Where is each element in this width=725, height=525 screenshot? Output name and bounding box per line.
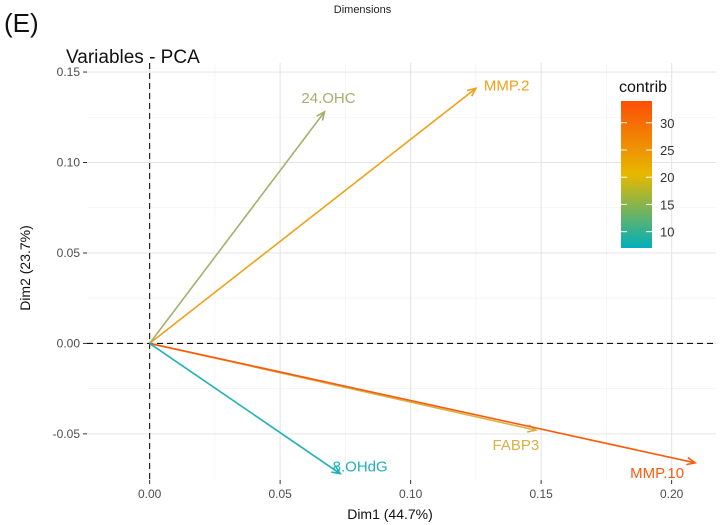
arrow-head (316, 110, 326, 121)
panel-label: (E) (4, 8, 39, 38)
axes: 0.00 0.05 0.10 0.15 0.20 -0.05 0.00 0.05 0.10 0.1… (53, 65, 684, 501)
caption-dimensions: Dimensions (333, 4, 392, 16)
y-tick-label: 0.05 (57, 246, 81, 260)
legend-title: contrib (619, 79, 667, 96)
legend-tick-label: 20 (660, 170, 674, 185)
x-tick-label: 0.20 (660, 487, 684, 501)
legend-tick-label: 30 (660, 116, 674, 131)
arrow-mmp-2: MMP.2 (149, 77, 530, 345)
cut-caption-line: … (0, 0, 725, 4)
arrow-shaft (149, 87, 477, 345)
y-axis-label: Dim2 (23.7%) (17, 225, 33, 311)
variable-label: FABP3 (493, 437, 540, 454)
legend-tick-label: 15 (660, 197, 674, 212)
variable-label: 8.OHdG (333, 459, 388, 476)
chart-title: Variables - PCA (66, 47, 200, 68)
y-tick-label: 0.15 (57, 65, 81, 79)
x-axis-label: Dim1 (44.7%) (347, 506, 433, 522)
x-tick-label: 0.10 (399, 487, 423, 501)
arrow-shaft (149, 342, 696, 464)
arrow-mmp-10: MMP.10 (149, 342, 698, 482)
arrow-head (686, 456, 698, 466)
arrow-head (466, 87, 478, 97)
legend-tick-label: 25 (660, 143, 674, 158)
variable-label: MMP.10 (630, 465, 684, 482)
variable-label: MMP.2 (484, 77, 530, 94)
arrow-shaft (149, 111, 326, 344)
x-tick-label: 0.05 (268, 487, 292, 501)
top-caption: … Dimensions (0, 0, 725, 17)
legend-colorbar (621, 101, 652, 248)
reference-lines (87, 63, 716, 480)
grid-layer (87, 63, 716, 480)
x-tick-label: 0.15 (529, 487, 553, 501)
arrow-head (331, 465, 342, 475)
arrow-8-ohdg: 8.OHdG (149, 342, 388, 476)
variable-arrows: MMP.2 24.OHC FABP3 MMP.10 8.OHdG (149, 77, 698, 482)
x-tick-label: 0.00 (138, 487, 162, 501)
legend-tick-label: 10 (660, 225, 674, 240)
variable-label: 24.OHC (301, 90, 355, 107)
y-tick-label: -0.05 (53, 427, 81, 441)
y-tick-label: 0.00 (57, 336, 81, 350)
arrow-24-ohc: 24.OHC (149, 90, 356, 344)
arrow-shaft (149, 342, 341, 475)
legend: contrib 10 15 20 25 30 (619, 79, 674, 248)
y-tick-label: 0.10 (57, 156, 81, 170)
arrow-fabp3: FABP3 (149, 342, 540, 454)
